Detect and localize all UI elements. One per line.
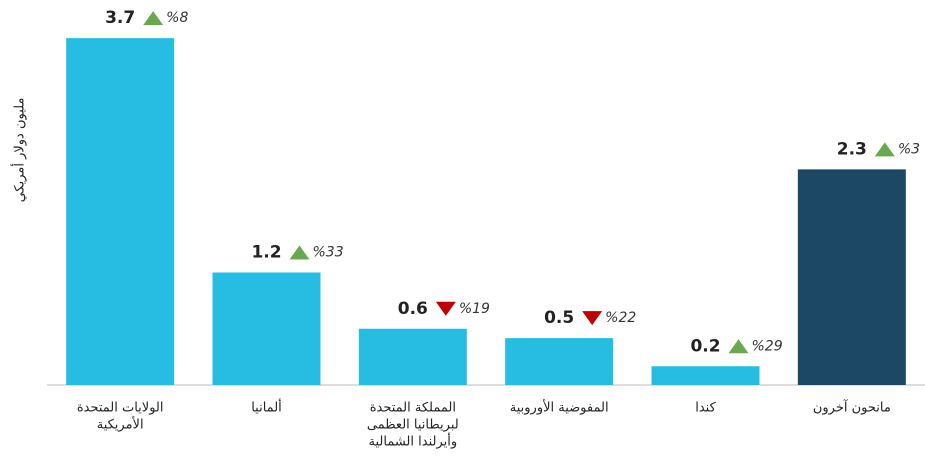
x-tick-label: المملكة المتحدة — [370, 401, 456, 416]
value-label: 0.6 — [398, 299, 428, 319]
value-label: 0.5 — [544, 308, 574, 328]
x-tick-label: ألمانيا — [251, 399, 282, 416]
x-tick-label: الأمريكية — [97, 416, 144, 433]
change-label: %3 — [898, 141, 920, 157]
bar — [797, 169, 906, 385]
value-label: 1.2 — [251, 243, 281, 263]
value-label: 2.3 — [837, 139, 867, 159]
x-tick-label: مانحون آخرون — [813, 399, 891, 416]
x-tick-label: لبريطانيا العظمى — [367, 418, 459, 433]
change-label: %29 — [752, 338, 783, 354]
change-label: %8 — [166, 10, 188, 26]
up-arrow — [874, 142, 895, 157]
up-arrow — [143, 11, 164, 26]
bar — [212, 272, 321, 385]
x-tick-label: كندا — [695, 401, 716, 416]
up-arrow — [728, 339, 749, 354]
bar — [66, 38, 175, 385]
y-axis-label: مليون دولار أمريكي — [11, 98, 28, 203]
bar — [358, 328, 467, 385]
down-arrow — [582, 311, 603, 326]
change-label: %33 — [313, 245, 344, 261]
x-tick-label: المفوضية الأوروبية — [510, 399, 609, 416]
value-label: 3.7 — [105, 8, 135, 28]
bar — [651, 366, 760, 385]
x-tick-label: الولايات المتحدة — [77, 401, 164, 416]
down-arrow — [435, 301, 456, 316]
change-label: %22 — [605, 310, 636, 326]
x-tick-label: وأيرلندا الشمالية — [369, 433, 458, 450]
value-label: 0.2 — [690, 336, 720, 356]
change-label: %19 — [459, 301, 490, 317]
bar — [505, 338, 614, 385]
up-arrow — [289, 245, 310, 260]
